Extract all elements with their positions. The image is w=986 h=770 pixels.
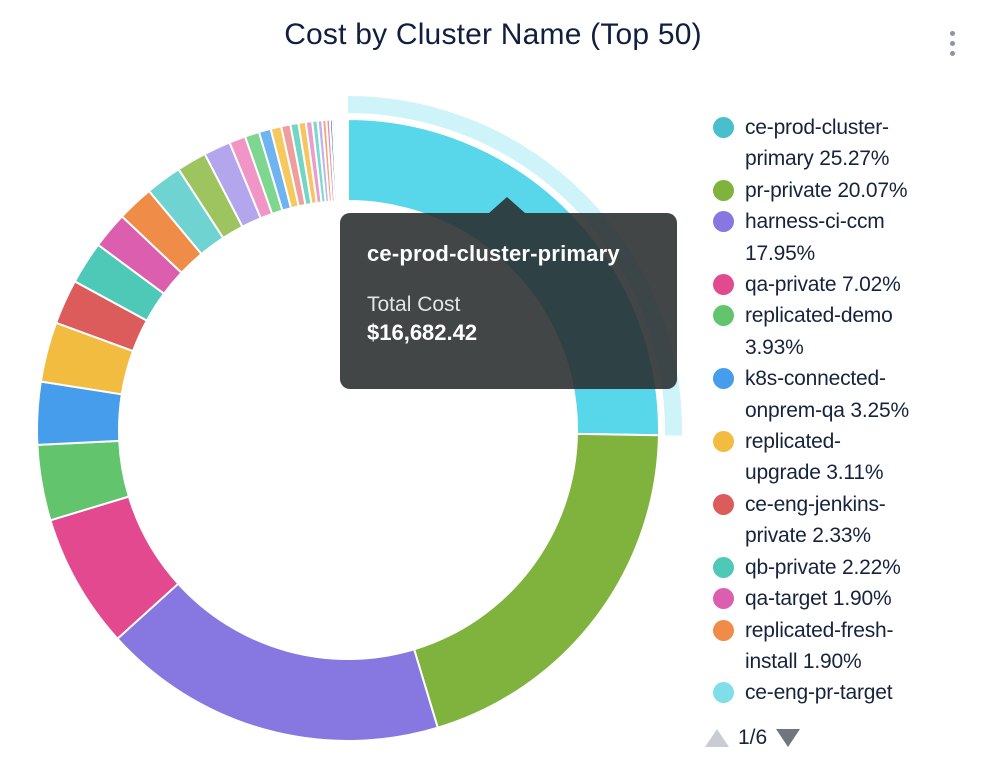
legend-label: qa-private 7.02%: [745, 273, 901, 297]
legend-label: k8s-connected- onprem-qa 3.25%: [745, 367, 909, 422]
legend-label: pr-private 20.07%: [745, 178, 908, 202]
donut-slice[interactable]: [116, 582, 439, 742]
legend-item[interactable]: ce-prod-cluster- primary 25.27%: [713, 112, 969, 175]
legend-item[interactable]: replicated- upgrade 3.11%: [713, 426, 969, 489]
tooltip-cost-label: Total Cost: [367, 293, 461, 316]
legend-color-dot: [713, 588, 734, 610]
legend-color-dot: [713, 431, 734, 453]
legend-item[interactable]: pr-private 20.07%: [713, 175, 969, 206]
legend-label: ce-eng-pr-target 1.88%: [745, 681, 893, 716]
legend-color-dot: [713, 274, 734, 296]
legend-page-up-icon[interactable]: [705, 729, 729, 747]
tooltip-cost-value: $16,682.42: [367, 320, 478, 345]
tooltip-arrow: [489, 197, 525, 213]
legend-label: qb-private 2.22%: [745, 555, 901, 579]
donut-slice[interactable]: [413, 432, 660, 729]
legend-label: ce-prod-cluster- primary 25.27%: [745, 116, 890, 171]
legend-item[interactable]: harness-ci-ccm 17.95%: [713, 206, 969, 269]
kebab-menu-icon[interactable]: [944, 26, 960, 60]
legend-color-dot: [713, 211, 734, 233]
tooltip-title: ce-prod-cluster-primary: [367, 241, 620, 266]
legend-label: replicated-fresh- install 1.90%: [745, 618, 894, 673]
legend-color-dot: [713, 117, 734, 138]
legend-label: harness-ci-ccm 17.95%: [745, 210, 885, 265]
legend-page-label: 1/6: [738, 726, 768, 749]
legend-color-dot: [713, 619, 734, 641]
legend-color-dot: [713, 682, 734, 704]
slice-tooltip: ce-prod-cluster-primary Total Cost $16,6…: [340, 197, 677, 389]
chart-title: Cost by Cluster Name (Top 50): [284, 18, 702, 51]
legend-item[interactable]: k8s-connected- onprem-qa 3.25%: [713, 363, 969, 426]
donut-slice[interactable]: [346, 117, 349, 202]
legend-item[interactable]: ce-eng-pr-target 1.88%: [713, 677, 969, 716]
legend-label: qa-target 1.90%: [745, 587, 892, 611]
legend-label: replicated-demo 3.93%: [745, 304, 893, 359]
legend-label: replicated- upgrade 3.11%: [745, 430, 884, 485]
legend-pagination: 1/6: [705, 726, 801, 750]
legend-label: ce-eng-jenkins- private 2.33%: [745, 492, 886, 548]
legend-color-dot: [713, 305, 734, 327]
legend-item[interactable]: replicated-demo 3.93%: [713, 300, 969, 363]
legend-item[interactable]: ce-eng-jenkins- private 2.33%: [713, 489, 969, 552]
legend-color-dot: [713, 368, 734, 390]
legend-color-dot: [713, 493, 734, 515]
chart-legend: ce-prod-cluster- primary 25.27% pr-privat…: [713, 112, 969, 716]
legend-page-down-icon[interactable]: [776, 729, 801, 747]
legend-item[interactable]: qb-private 2.22%: [713, 552, 969, 583]
legend-item[interactable]: qa-target 1.90%: [713, 583, 969, 614]
legend-item[interactable]: replicated-fresh- install 1.90%: [713, 615, 969, 678]
legend-item[interactable]: qa-private 7.02%: [713, 269, 969, 300]
legend-color-dot: [713, 179, 734, 201]
legend-color-dot: [713, 556, 734, 578]
